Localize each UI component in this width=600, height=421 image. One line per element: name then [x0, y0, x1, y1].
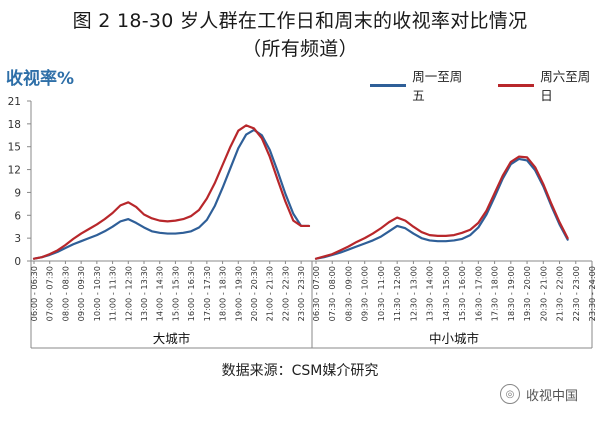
- x-tick-label: 06:00 - 06:30: [29, 266, 39, 321]
- chart-marks: [32, 124, 569, 260]
- y-tick-label: 9: [14, 187, 21, 199]
- x-tick-label: 23:00 - 23:30: [296, 266, 306, 321]
- x-tick-label: 20:30 - 21:00: [538, 266, 548, 321]
- x-tick-label: 19:00 - 19:30: [233, 266, 243, 321]
- y-axis-label: 收视率%: [6, 69, 75, 89]
- chart-title: 图 2 18-30 岁人群在工作日和周末的收视率对比情况: [72, 10, 528, 32]
- x-tick-label: 07:30 - 08:00: [327, 266, 337, 321]
- y-tick-label: 15: [8, 142, 21, 154]
- x-tick-label: 11:30 - 12:00: [392, 266, 402, 321]
- x-tick-label: 19:30 - 20:00: [522, 266, 532, 321]
- legend-swatch-weekday: [370, 83, 407, 87]
- y-tick-label: 18: [8, 119, 21, 131]
- chart-subtitle: （所有频道）: [242, 38, 358, 60]
- x-tick-label: 22:30 - 23:00: [571, 266, 581, 321]
- x-tick-label: 07:00 - 07:30: [45, 266, 55, 321]
- x-tick-label: 18:00 - 18:30: [218, 266, 228, 321]
- series-line-weekend: [32, 124, 311, 260]
- x-tick-label: 17:00 - 17:30: [202, 266, 212, 321]
- x-tick-label: 15:30 - 16:00: [457, 266, 467, 321]
- x-tick-label: 08:30 - 09:00: [343, 266, 353, 321]
- x-tick-label: 09:30 - 10:00: [360, 266, 370, 321]
- y-tick-label: 21: [8, 96, 21, 108]
- x-tick-label: 12:30 - 13:00: [408, 266, 418, 321]
- y-tick-label: 12: [8, 165, 21, 177]
- x-tick-label: 11:00 - 11:30: [108, 266, 118, 321]
- x-tick-label: 10:00 - 10:30: [92, 266, 102, 321]
- y-tick-label: 3: [14, 233, 21, 245]
- x-tick-label: 06:30 - 07:00: [311, 266, 321, 321]
- legend-item-weekend: 周六至周日: [498, 66, 600, 104]
- x-tick-label: 15:00 - 15:30: [170, 266, 180, 321]
- legend-label-weekend: 周六至周日: [540, 69, 591, 103]
- x-tick-label: 14:30 - 15:00: [441, 266, 451, 321]
- series-line-weekday: [314, 157, 569, 260]
- watermark-text: 收视中国: [526, 388, 579, 404]
- x-tick-label: 13:30 - 14:00: [425, 266, 435, 321]
- legend-swatch-weekend: [498, 83, 535, 87]
- x-group-label: 中小城市: [429, 331, 479, 346]
- y-tick-label: 0: [14, 256, 21, 268]
- x-tick-label: 21:30 - 22:00: [555, 266, 565, 321]
- x-group-label: 大城市: [153, 331, 191, 346]
- x-tick-label: 14:00 - 14:30: [155, 266, 165, 321]
- x-tick-label: 21:00 - 21:30: [265, 266, 275, 321]
- x-tick-label: 08:00 - 08:30: [60, 266, 70, 321]
- x-tick-label: 18:30 - 19:00: [506, 266, 516, 321]
- x-tick-label: 12:00 - 12:30: [123, 266, 133, 321]
- x-tick-label: 09:00 - 09:30: [76, 266, 86, 321]
- series-line-weekday: [32, 128, 311, 260]
- series-line-weekend: [314, 155, 569, 260]
- x-tick-label: 10:30 - 11:00: [376, 266, 386, 321]
- legend-item-weekday: 周一至周五: [370, 66, 472, 104]
- source-note: 数据来源：CSM媒介研究: [221, 363, 379, 379]
- x-tick-label: 13:00 - 13:30: [139, 266, 149, 321]
- axes: 0 3 6 9 12 15 18 21 06:00 - 06:30 07:00 - 07:30 08…: [8, 96, 597, 349]
- x-tick-label: 16:30 - 17:00: [473, 266, 483, 321]
- x-tick-label: 16:00 - 16:30: [186, 266, 196, 321]
- x-tick-label: 20:00 - 20:30: [249, 266, 259, 321]
- watermark: ◎ 收视中国: [500, 384, 578, 404]
- wechat-icon: ◎: [500, 384, 520, 404]
- legend-label-weekday: 周一至周五: [412, 69, 463, 103]
- x-tick-label: 17:30 - 18:00: [490, 266, 500, 321]
- x-tick-label: 23:30 - 24:00: [587, 266, 597, 321]
- x-tick-label: 22:00 - 22:30: [280, 266, 290, 321]
- legend: 周一至周五 周六至周日: [370, 66, 600, 104]
- y-tick-label: 6: [14, 210, 21, 222]
